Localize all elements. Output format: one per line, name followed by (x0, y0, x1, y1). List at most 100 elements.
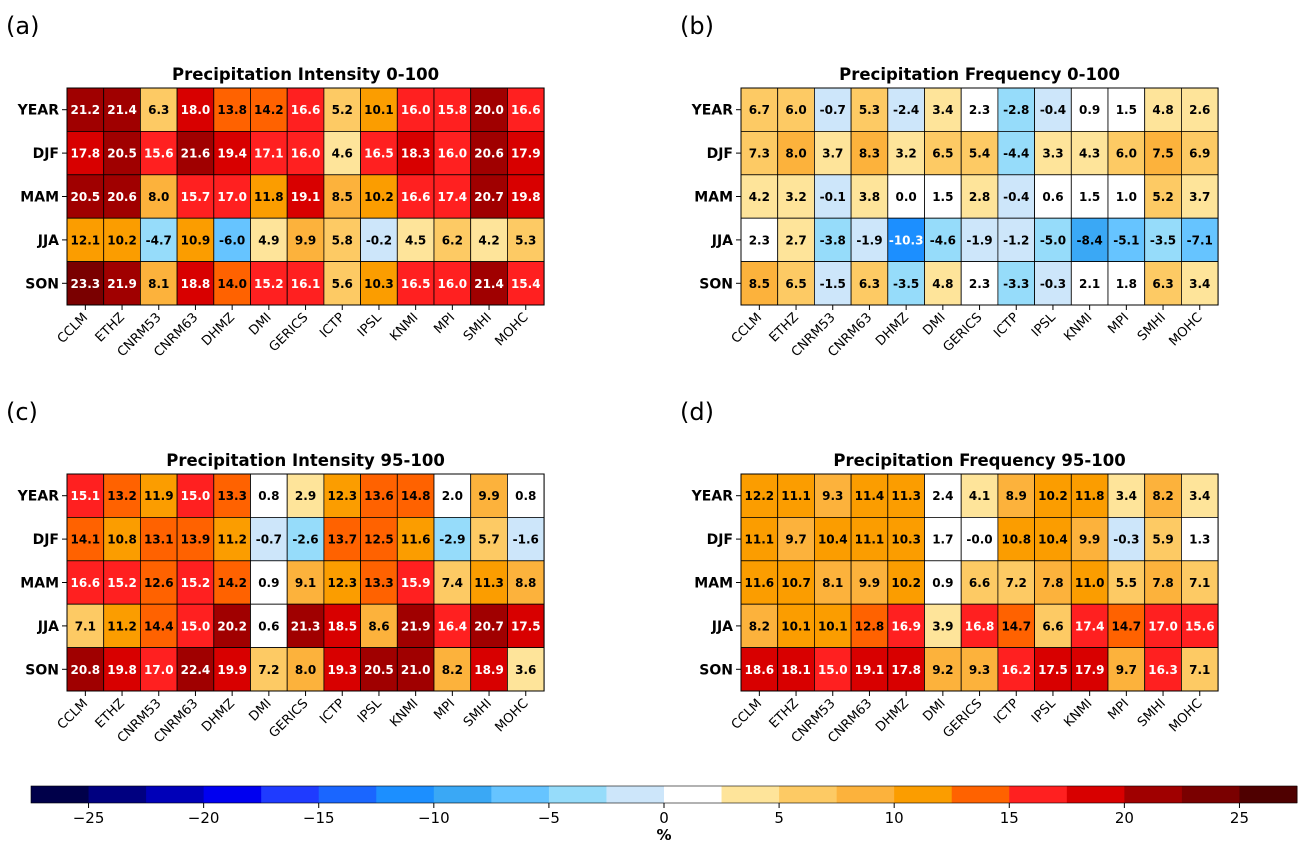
cell-value-label: 5.3 (515, 233, 536, 247)
cell-value-label: 1.3 (1189, 533, 1210, 547)
heatmap-cell (1181, 560, 1219, 605)
cell-value-label: 3.4 (1189, 489, 1210, 503)
cell-value-label: 8.8 (515, 576, 536, 590)
cell-value-label: 10.1 (364, 103, 394, 117)
cell-value-label: 12.1 (71, 233, 101, 247)
heatmap-cell (850, 261, 889, 306)
heatmap-cell (433, 217, 472, 262)
cell-value-label: -7.1 (1187, 233, 1213, 247)
y-tick-label: MAM (20, 576, 59, 592)
cell-value-label: 8.2 (1152, 489, 1173, 503)
heatmap-cell (814, 473, 852, 518)
heatmap-cell (139, 603, 178, 649)
cell-value-label: 17.0 (217, 190, 247, 204)
heatmap-cell (850, 560, 889, 605)
cell-value-label: 0.9 (1079, 103, 1100, 117)
y-tick-label: SON (25, 276, 59, 292)
heatmap-cell (777, 261, 815, 306)
cell-value-label: 17.5 (511, 619, 541, 633)
cell-value-label: 15.0 (181, 489, 211, 503)
heatmap-cell (924, 647, 962, 692)
cell-value-label: 14.2 (254, 103, 284, 117)
cell-value-label: 16.4 (438, 619, 468, 633)
heatmap-cell (250, 603, 288, 649)
heatmap-cell (924, 130, 962, 176)
heatmap-cell (360, 217, 398, 262)
colorbar-tick-label: −5 (538, 809, 560, 827)
cell-value-label: -5.1 (1113, 233, 1139, 247)
cell-value-label: 8.1 (148, 277, 169, 291)
cell-value-label: 6.7 (749, 103, 770, 117)
cell-value-label: 10.7 (781, 576, 811, 590)
cell-value-label: 19.8 (107, 663, 137, 677)
heatmap-cell (66, 217, 105, 262)
cell-value-label: 19.1 (855, 663, 885, 677)
x-tick-label: DHMZ (873, 310, 912, 349)
colorbar-segment (318, 786, 377, 803)
colorbar-tick-label: 10 (885, 809, 904, 827)
colorbar-tick-label: −10 (418, 809, 450, 827)
cell-value-label: 6.5 (785, 277, 806, 291)
cell-value-label: -3.3 (1003, 277, 1029, 291)
cell-value-label: 7.8 (1152, 576, 1173, 590)
cell-value-label: 5.2 (1152, 190, 1173, 204)
cell-value-label: 16.0 (291, 147, 321, 161)
x-tick-label: MOHC (492, 696, 531, 735)
cell-value-label: 17.8 (71, 147, 101, 161)
heatmap-cell (286, 560, 325, 605)
cell-value-label: 11.1 (781, 489, 811, 503)
y-tick-label: JJA (711, 619, 733, 635)
cell-value-label: -6.0 (219, 233, 245, 247)
cell-value-label: 14.7 (1001, 619, 1031, 633)
heatmap-cell (103, 473, 141, 518)
colorbar-label: % (656, 826, 671, 844)
heatmap-cell (250, 647, 288, 692)
cell-value-label: -4.6 (930, 233, 956, 247)
cell-value-label: 12.5 (364, 533, 394, 547)
heatmap-cell (286, 130, 325, 176)
cell-value-label: 3.2 (896, 147, 917, 161)
cell-value-label: 9.9 (859, 576, 880, 590)
cell-value-label: -0.3 (1040, 277, 1066, 291)
x-tick-label: ICTP (317, 696, 348, 727)
cell-value-label: 5.6 (332, 277, 353, 291)
colorbar-segment (606, 786, 665, 803)
cell-value-label: 7.2 (258, 663, 279, 677)
x-tick-label: GERICS (266, 696, 311, 741)
cell-value-label: 16.5 (364, 147, 394, 161)
cell-value-label: -3.8 (820, 233, 846, 247)
cell-value-label: 2.8 (969, 190, 990, 204)
cell-value-label: 16.6 (401, 190, 431, 204)
heatmap-cell (997, 517, 1036, 562)
cell-value-label: -2.4 (893, 103, 919, 117)
cell-value-label: 8.0 (148, 190, 169, 204)
cell-value-label: 17.9 (1075, 663, 1105, 677)
cell-value-label: 16.6 (291, 103, 321, 117)
cell-value-label: 3.7 (1189, 190, 1210, 204)
heatmap-cell (1181, 517, 1219, 562)
cell-value-label: 10.2 (891, 576, 921, 590)
cell-value-label: 0.0 (896, 190, 917, 204)
heatmap-cell (777, 647, 815, 692)
cell-value-label: 9.9 (295, 233, 316, 247)
cell-value-label: 5.5 (1116, 576, 1137, 590)
heatmap-cell (103, 87, 141, 132)
cell-value-label: -2.8 (1003, 103, 1029, 117)
cell-value-label: 17.0 (144, 663, 174, 677)
cell-value-label: 20.6 (474, 147, 504, 161)
colorbar-segment (1009, 786, 1068, 803)
colorbar-tick-label: 15 (1000, 809, 1019, 827)
heatmap-cell (213, 517, 251, 562)
cell-value-label: 8.2 (749, 619, 770, 633)
cell-value-label: -0.7 (820, 103, 846, 117)
cell-value-label: 6.9 (1189, 147, 1210, 161)
heatmap-cell (103, 560, 141, 605)
heatmap-panel: (b) Precipitation Frequency 0-100 6.7 6.0 -0… (680, 12, 1219, 360)
x-tick-label: MOHC (1166, 696, 1205, 735)
heatmap-cell (176, 261, 215, 306)
heatmap-cell (924, 517, 962, 562)
x-tick-label: DHMZ (873, 696, 912, 735)
cell-value-label: 0.9 (258, 576, 279, 590)
cell-value-label: 6.6 (969, 576, 990, 590)
colorbar-segment (894, 786, 953, 803)
